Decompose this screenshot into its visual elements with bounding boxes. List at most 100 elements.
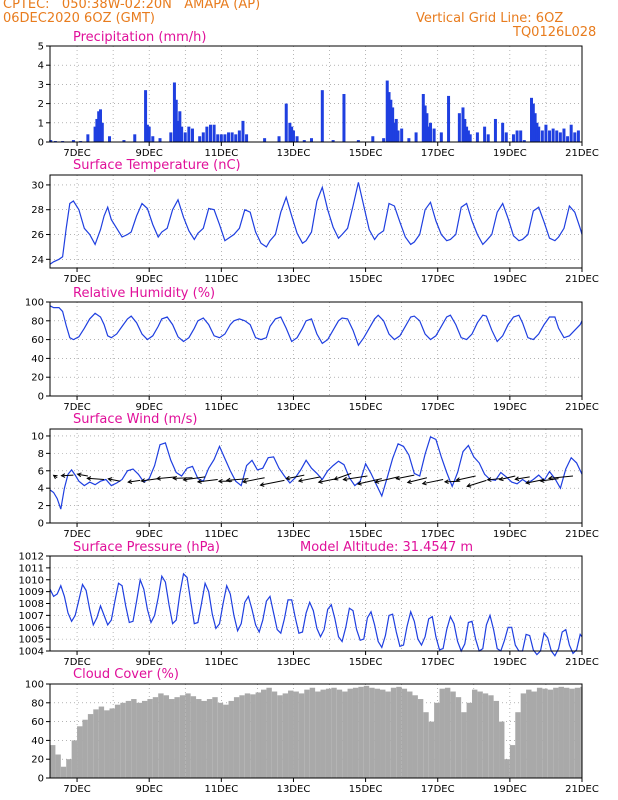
cloud-cover-bar: [493, 700, 500, 778]
cloud-cover-bar: [158, 693, 164, 778]
x-tick-label: 9DEC: [135, 529, 162, 540]
x-tick-label: 11DEC: [204, 402, 238, 413]
wind-arrow: [108, 478, 121, 482]
x-tick-label: 15DEC: [349, 529, 383, 540]
precip-bar: [172, 82, 176, 142]
panel-title: Surface Pressure (hPa): [73, 540, 220, 555]
wind-arrow: [197, 478, 218, 483]
wind-arrow-head: [196, 479, 202, 484]
panel-title: Relative Humidity (%): [73, 286, 215, 301]
y-tick-label: 1011: [19, 563, 44, 574]
y-tick-label: 1010: [19, 575, 44, 586]
precip-bar: [180, 126, 184, 142]
precip-bar: [533, 113, 537, 142]
cloud-cover-bar: [233, 697, 240, 778]
cloud-cover-bar: [120, 702, 126, 778]
precip-bar: [100, 122, 104, 142]
cloud-cover-bar: [163, 695, 170, 778]
x-tick-label: 7DEC: [63, 402, 90, 413]
y-tick-label: 26: [31, 230, 44, 241]
precip-bar: [562, 128, 566, 142]
precip-bar: [475, 132, 479, 142]
wind-arrow: [183, 476, 206, 481]
x-tick-label: 13DEC: [277, 402, 311, 413]
x-tick-label: 15DEC: [349, 274, 383, 285]
precip-bar: [237, 130, 241, 142]
precip-bar: [493, 118, 497, 142]
cloud-cover-bar: [190, 696, 197, 778]
cloud-cover-bar: [71, 740, 78, 778]
y-tick-label: 1008: [19, 599, 44, 610]
x-tick-label: 11DEC: [204, 784, 238, 795]
cloud-cover-bar: [401, 688, 408, 778]
cloud-cover-bar: [412, 695, 418, 778]
y-tick-label: 2: [38, 99, 44, 110]
panel-title: Surface Temperature (nC): [73, 158, 241, 173]
wind-arrow-head: [498, 476, 504, 482]
precip-bar: [569, 124, 573, 142]
y-tick-label: 30: [31, 180, 44, 191]
y-tick-label: 24: [31, 255, 44, 266]
cloud-cover-bar: [304, 689, 310, 778]
cloud-cover-bar: [114, 704, 121, 778]
wind-arrow-head: [155, 476, 161, 481]
precip-bar: [432, 128, 436, 142]
x-tick-label: 9DEC: [135, 402, 162, 413]
cloud-cover-bar: [60, 766, 67, 778]
wind-arrow: [226, 478, 249, 481]
precip-bar: [425, 113, 429, 142]
cloud-cover-bar: [569, 688, 575, 778]
precip-bar: [414, 132, 418, 142]
precip-bar: [187, 126, 191, 142]
wind-arrow: [343, 475, 368, 481]
precip-bar: [133, 134, 137, 142]
cloud-cover-bar: [104, 710, 110, 778]
header-model-id: TQ0126L028: [513, 25, 597, 40]
precip-bar: [216, 134, 220, 142]
precip-bar: [183, 132, 187, 142]
precip-bar: [461, 107, 465, 142]
cloud-cover-bar: [325, 688, 332, 778]
wind-arrow-head: [539, 478, 545, 483]
cloud-cover-bar: [536, 687, 543, 778]
x-tick-label: 13DEC: [277, 784, 311, 795]
wind-arrow: [87, 477, 105, 480]
precip-bar: [227, 132, 231, 142]
precip-bar: [205, 126, 209, 142]
precip-bar: [212, 124, 216, 142]
precip-bar: [288, 122, 292, 142]
precip-bar: [97, 111, 101, 142]
precip-bar: [201, 132, 205, 142]
x-tick-label: 7DEC: [63, 784, 90, 795]
y-tick-label: 0: [38, 392, 44, 403]
panel-title: Surface Wind (m/s): [73, 412, 197, 427]
x-tick-label: 9DEC: [135, 657, 162, 668]
precip-bar: [463, 118, 467, 142]
model-altitude-annotation: Model Altitude: 31.4547 m: [300, 540, 473, 555]
cloud-cover-bar: [55, 754, 61, 778]
wind-arrow-head: [443, 479, 449, 485]
cloud-cover-bar: [380, 689, 386, 778]
cloud-cover-bar: [482, 693, 489, 778]
cloud-cover-bar: [520, 693, 527, 778]
cloud-cover-bar: [352, 687, 359, 778]
cloud-cover-bar: [298, 693, 305, 778]
wind-arrow-head: [241, 479, 247, 484]
precip-bar: [198, 136, 202, 142]
wind-arrow: [128, 479, 141, 483]
y-tick-label: 100: [25, 680, 44, 691]
precip-bar: [427, 126, 431, 142]
x-tick-label: 13DEC: [277, 657, 311, 668]
x-tick-label: 21DEC: [565, 784, 599, 795]
precip-bar: [71, 140, 75, 142]
x-tick-label: 13DEC: [277, 274, 311, 285]
y-tick-label: 80: [31, 698, 44, 709]
x-tick-label: 17DEC: [421, 784, 455, 795]
precip-bar: [486, 134, 490, 142]
x-tick-label: 17DEC: [421, 274, 455, 285]
cloud-cover-bar: [152, 697, 159, 778]
cloud-cover-bar: [439, 688, 445, 778]
cloud-cover-bar: [542, 688, 548, 778]
y-tick-label: 1012: [19, 552, 44, 563]
